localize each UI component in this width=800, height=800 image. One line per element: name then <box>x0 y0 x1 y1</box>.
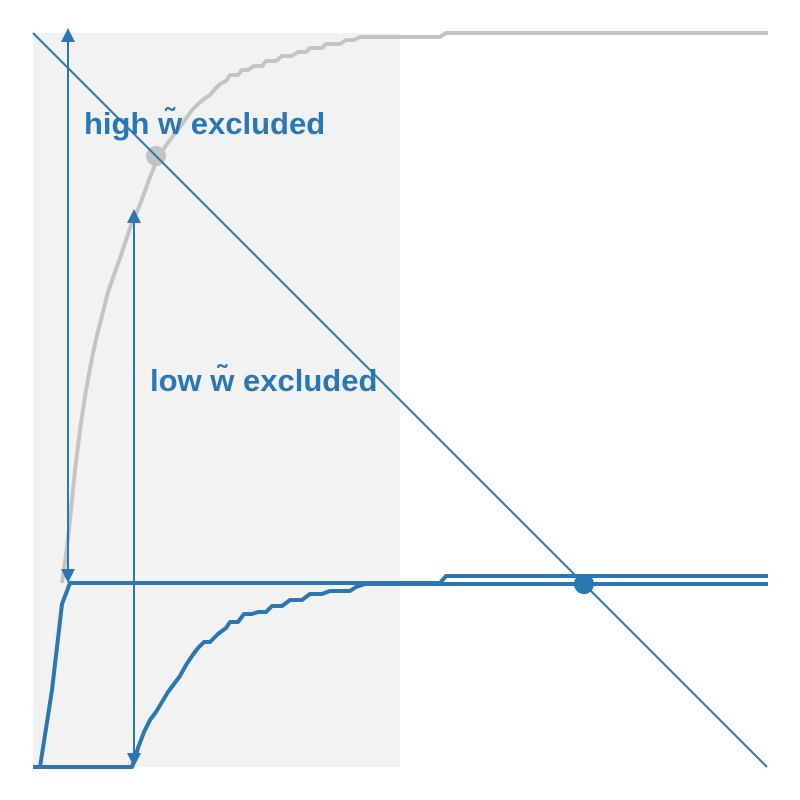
shaded-excluded-region <box>33 33 400 767</box>
label-high-excluded: high w̃ excluded <box>84 106 325 141</box>
gray-upper-curve <box>60 31 768 584</box>
blue-outer-curve <box>38 574 768 768</box>
blue-inner-curve <box>33 582 768 769</box>
diagonal-line <box>32 32 768 768</box>
label-low-excluded: low w̃ excluded <box>150 363 377 398</box>
blue-intersection-dot <box>574 574 594 594</box>
